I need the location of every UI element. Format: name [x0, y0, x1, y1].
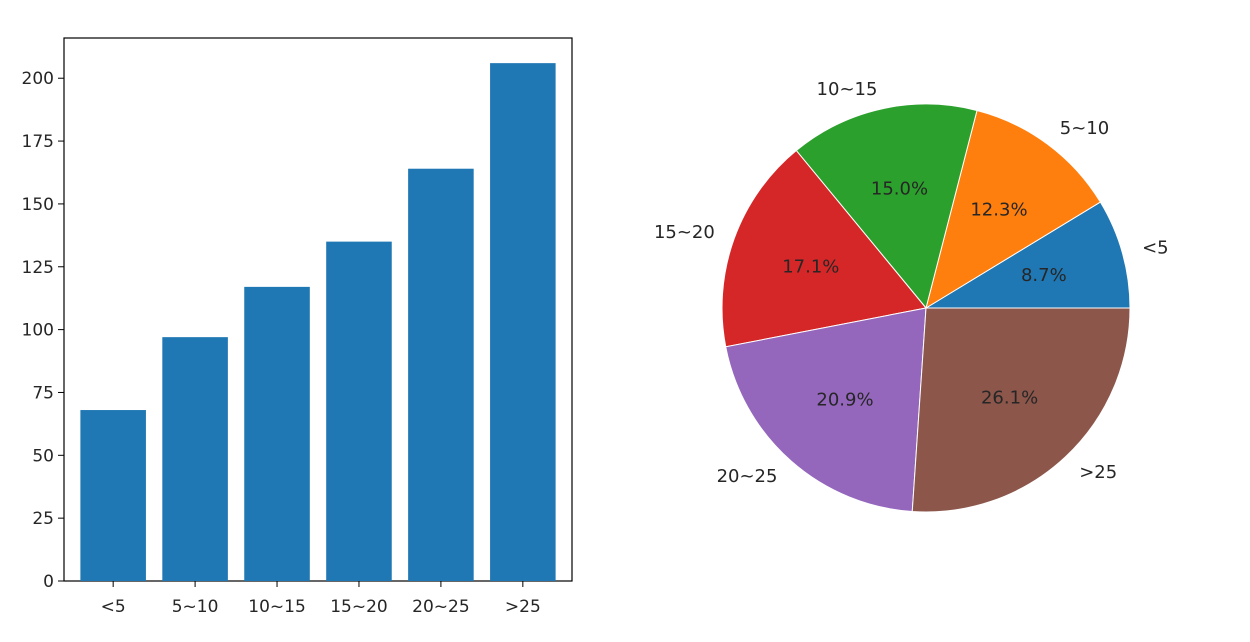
y-tick-label: 125: [22, 258, 54, 278]
pie-percent-label: 26.1%: [981, 387, 1038, 408]
pie-wedge: [795, 103, 978, 310]
y-tick-label: 100: [22, 321, 54, 341]
pie-chart: <5 5~10 10~15 15~20 20~25 >25 8.7% 12.3% 15.0% 1…: [654, 79, 1169, 513]
x-tick-label: >25: [505, 597, 541, 617]
pie-wedge: [725, 307, 927, 513]
y-tick-label: 0: [43, 572, 54, 592]
bar-chart-y-axis: 0 25 50 75 100 125 150 175 200: [22, 69, 64, 592]
x-tick-label: <5: [101, 597, 126, 617]
y-tick-label: 150: [22, 195, 54, 215]
y-tick-label: 200: [22, 69, 54, 89]
pie-slice-label: 20~25: [717, 466, 778, 487]
x-tick-label: 10~15: [248, 597, 306, 617]
bar: [490, 63, 556, 581]
bar-chart-bars: [80, 63, 556, 581]
bar: [408, 168, 474, 581]
pie-chart-labels: <5 5~10 10~15 15~20 20~25 >25: [654, 79, 1169, 487]
bar: [326, 241, 392, 581]
pie-percent-label: 8.7%: [1021, 265, 1067, 286]
pie-wedge: [911, 307, 1131, 513]
bar: [244, 286, 310, 581]
bar: [162, 337, 228, 581]
pie-slice-label: 15~20: [654, 222, 715, 243]
pie-slice-label: <5: [1142, 237, 1169, 258]
bar: [80, 410, 146, 581]
bar-chart-x-axis: <5 5~10 10~15 15~20 20~25 >25: [101, 581, 541, 617]
pie-percent-label: 15.0%: [871, 179, 928, 200]
y-tick-label: 75: [32, 383, 54, 403]
pie-chart-percent-labels: 8.7% 12.3% 15.0% 17.1% 20.9% 26.1%: [782, 179, 1067, 411]
y-tick-label: 25: [32, 509, 54, 529]
pie-chart-wedges: [721, 103, 1131, 513]
x-tick-label: 5~10: [172, 597, 219, 617]
pie-wedge: [721, 149, 927, 348]
pie-wedge: [924, 201, 1131, 309]
pie-percent-label: 12.3%: [970, 200, 1027, 221]
pie-slice-label: 5~10: [1060, 118, 1109, 139]
pie-wedge: [925, 109, 1102, 310]
y-tick-label: 50: [32, 446, 54, 466]
x-tick-label: 15~20: [330, 597, 388, 617]
bar-chart-axes-frame: [63, 37, 573, 582]
x-tick-label: 20~25: [412, 597, 470, 617]
pie-percent-label: 17.1%: [782, 257, 839, 278]
y-tick-label: 175: [22, 132, 54, 152]
pie-percent-label: 20.9%: [816, 390, 873, 411]
pie-slice-label: >25: [1079, 462, 1117, 483]
bar-chart: 0 25 50 75 100 125 150 175 200 <5 5~10 10~15 15~20 2…: [22, 37, 573, 617]
pie-slice-label: 10~15: [817, 79, 878, 100]
